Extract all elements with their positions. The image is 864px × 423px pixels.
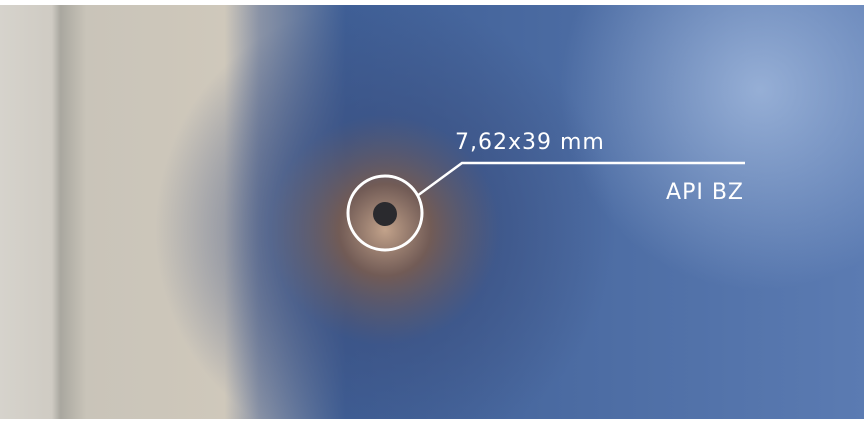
bullet-hole [373,202,397,226]
impact-burn [0,5,864,419]
highlight-circle [346,174,424,252]
leader-line [416,161,745,198]
ammunition-label: API BZ [666,180,744,205]
caliber-label: 7,62x39 mm [455,130,605,155]
